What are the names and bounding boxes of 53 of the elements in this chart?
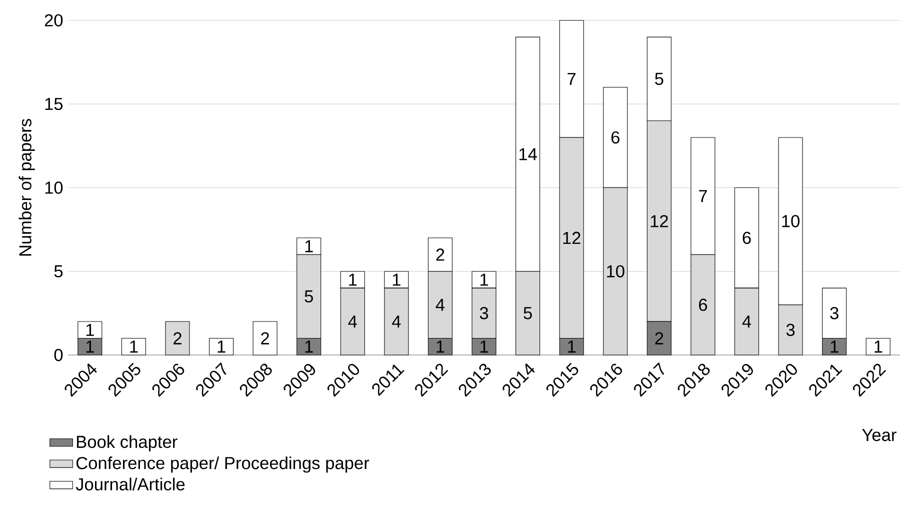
data-label: 6 xyxy=(699,298,708,311)
data-label: 7 xyxy=(699,190,707,202)
y-tick-label: 20 xyxy=(44,14,63,26)
data-label: 1 xyxy=(480,274,488,286)
data-label: 1 xyxy=(830,340,838,353)
x-axis-title: Year xyxy=(862,429,896,442)
data-label: 2 xyxy=(261,332,269,344)
data-label: 1 xyxy=(480,340,488,353)
y-tick-label: 10 xyxy=(45,182,63,194)
bar xyxy=(165,321,190,356)
data-label: 5 xyxy=(524,307,532,320)
data-label: 1 xyxy=(218,340,226,353)
data-label: 3 xyxy=(830,307,838,320)
legend-label: Journal/Article xyxy=(76,478,185,490)
y-tick-label: 5 xyxy=(54,265,63,278)
data-label: 1 xyxy=(436,340,444,353)
data-label: 1 xyxy=(874,340,882,353)
legend-label: Conference paper/ Proceedings paper xyxy=(76,456,370,473)
y-tick-label: 15 xyxy=(45,98,63,110)
data-label: 5 xyxy=(655,72,664,85)
data-label: 6 xyxy=(742,232,751,244)
data-label: 1 xyxy=(305,240,313,252)
data-label: 14 xyxy=(519,148,537,160)
data-label: 1 xyxy=(86,340,94,353)
data-label: 10 xyxy=(782,214,800,228)
bar xyxy=(252,321,278,356)
legend-label: Book chapter xyxy=(76,435,178,452)
data-label: 3 xyxy=(786,324,795,336)
data-label: 12 xyxy=(563,232,580,244)
data-label: 2 xyxy=(174,332,182,344)
data-label: 1 xyxy=(130,340,138,353)
data-label: 1 xyxy=(568,340,576,353)
y-tick-label: 0 xyxy=(54,348,63,362)
data-label: 5 xyxy=(304,290,313,302)
data-label: 10 xyxy=(607,265,624,278)
data-label: 4 xyxy=(436,298,445,311)
data-label: 1 xyxy=(392,274,400,286)
data-label: 4 xyxy=(392,316,401,328)
data-label: 3 xyxy=(480,307,488,320)
data-label: 2 xyxy=(436,248,444,261)
bar xyxy=(121,338,146,356)
data-label: 1 xyxy=(349,274,357,286)
bar xyxy=(209,338,234,356)
data-label: 2 xyxy=(655,332,664,344)
data-label: 7 xyxy=(568,72,576,85)
data-label: 12 xyxy=(650,215,668,228)
data-label: 4 xyxy=(348,316,357,328)
data-label: 4 xyxy=(742,316,752,328)
data-label: 1 xyxy=(86,324,94,336)
y-axis-title: Number of papers xyxy=(18,118,35,256)
data-label: 1 xyxy=(305,340,313,353)
data-label: 6 xyxy=(611,131,620,144)
bar xyxy=(866,338,890,356)
